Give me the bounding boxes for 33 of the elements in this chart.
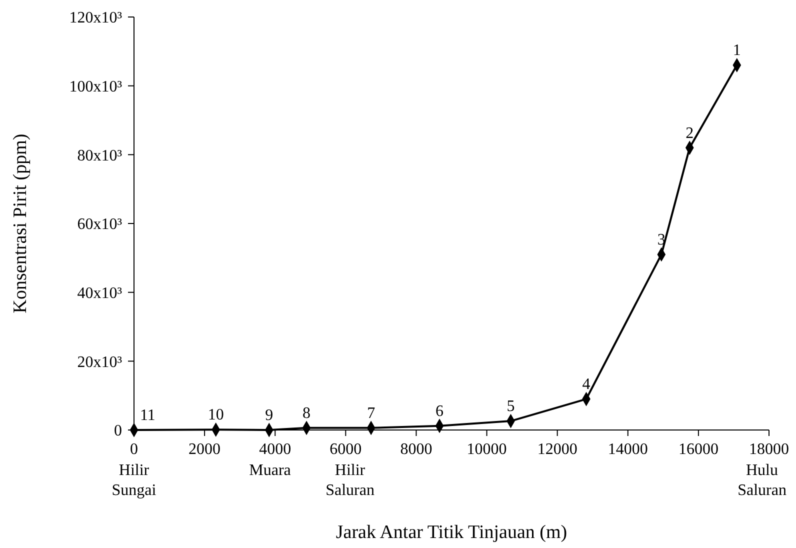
- annotation: 8: [302, 404, 311, 422]
- y-tick-label: 60x10³: [77, 216, 122, 234]
- text: Muara: [249, 462, 291, 479]
- x-tick-label: 2000: [188, 441, 221, 458]
- y-tick-label: 120x10³: [69, 10, 122, 27]
- x-tick-label: 10000: [466, 441, 507, 458]
- y-tick-label: 40x10³: [77, 284, 122, 302]
- annotation: 1: [732, 42, 741, 60]
- x-tick-label: 18000: [749, 441, 789, 458]
- annotation: 10: [208, 406, 224, 424]
- x-tick-label: 16000: [678, 441, 718, 458]
- annotation: 11: [140, 407, 156, 424]
- y-tick-label: 100x10³: [69, 78, 122, 96]
- y-tick-label: 0: [114, 422, 122, 440]
- x-tick-label: 0: [130, 441, 138, 458]
- annotation: 7: [367, 404, 376, 422]
- x-tick-label: 6000: [330, 441, 362, 458]
- x-tick-label: 8000: [400, 441, 432, 458]
- y-tick-label: 80x10³: [77, 147, 122, 164]
- annotation: 4: [582, 376, 590, 394]
- text: Hilir Saluran: [326, 462, 374, 499]
- x-tick-label: 12000: [537, 441, 578, 458]
- x-tick-label: 4000: [259, 441, 292, 458]
- annotation: 9: [265, 407, 274, 424]
- annotation: 6: [436, 402, 444, 420]
- annotation: 5: [506, 398, 515, 416]
- x-axis-title: Jarak Antar Titik Tinjauan (m): [336, 522, 568, 543]
- x-tick-label: 14000: [608, 441, 648, 458]
- y-axis-title: Konsentrasi Pirit (ppm): [10, 134, 31, 314]
- annotation: 2: [686, 124, 694, 142]
- y-tick-label: 20x10³: [77, 354, 122, 371]
- text: Hulu Saluran: [738, 462, 786, 499]
- text: Hilir Sungai: [112, 462, 157, 499]
